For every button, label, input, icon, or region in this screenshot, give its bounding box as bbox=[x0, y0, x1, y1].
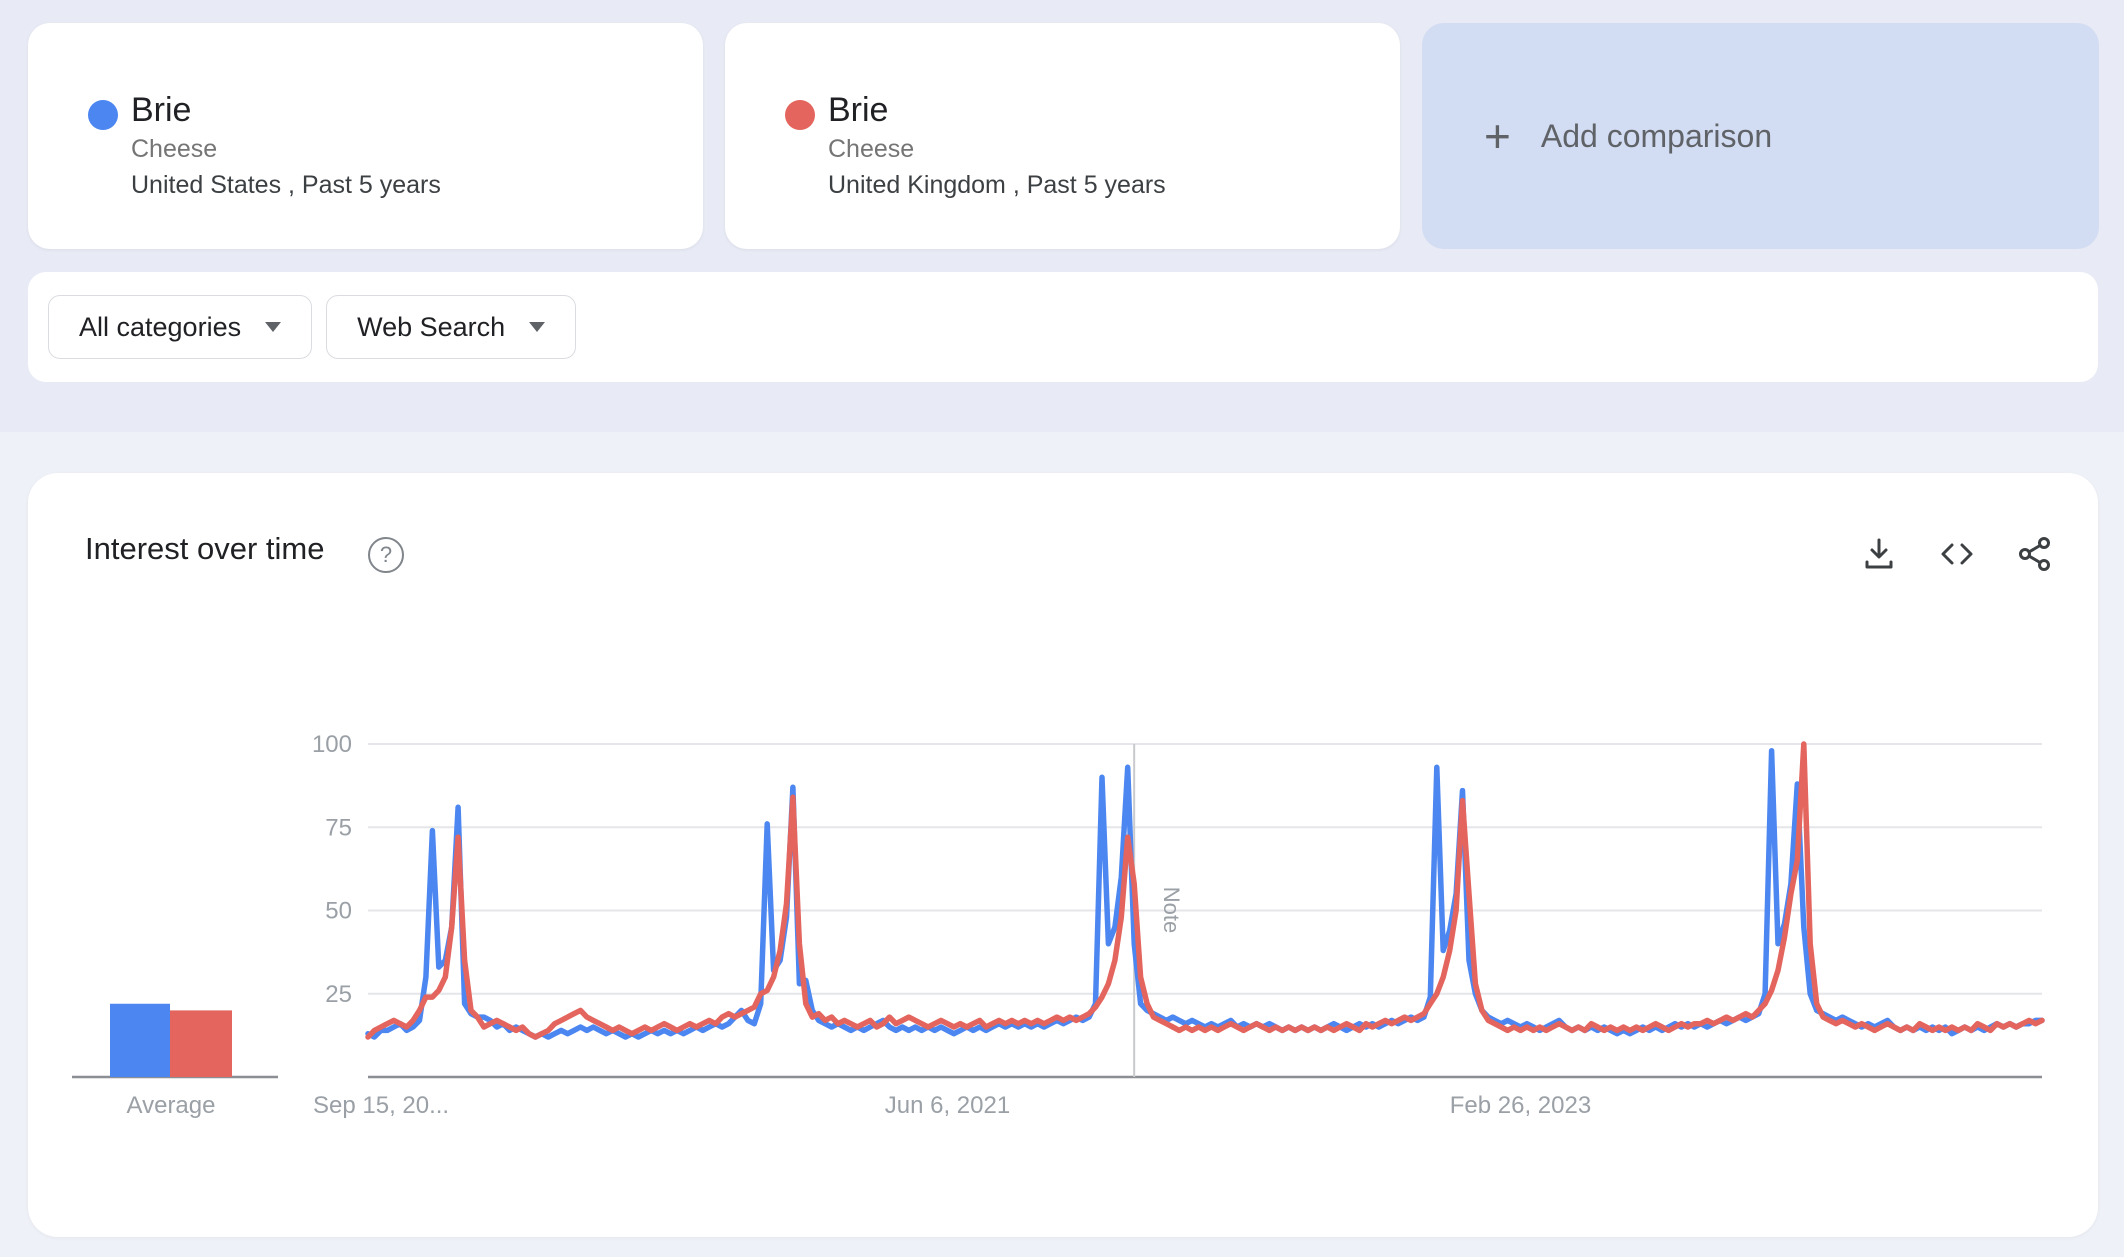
y-axis-label: 25 bbox=[325, 981, 352, 1008]
filter-bar: All categories Web Search bbox=[28, 272, 2098, 382]
download-icon[interactable] bbox=[1860, 535, 1898, 573]
caret-down-icon bbox=[265, 322, 282, 332]
x-axis-label: Sep 15, 20... bbox=[313, 1092, 449, 1119]
search-term: Brie bbox=[131, 91, 192, 129]
category-filter-dropdown[interactable]: All categories bbox=[48, 295, 313, 359]
add-comparison-button[interactable]: + Add comparison bbox=[1422, 23, 2099, 249]
y-axis-label: 50 bbox=[325, 898, 352, 925]
add-comparison-label: Add comparison bbox=[1540, 117, 1773, 154]
comparison-card-uk[interactable]: Brie Cheese United Kingdom , Past 5 year… bbox=[725, 23, 1400, 249]
term-scope: United States , Past 5 years bbox=[131, 171, 441, 199]
average-label: Average bbox=[127, 1092, 216, 1119]
interest-over-time-panel: Interest over time ? 25 50 75 100 Note Sep 15… bbox=[28, 473, 2098, 1237]
x-axis-label: Jun 6, 2021 bbox=[885, 1092, 1010, 1119]
panel-actions bbox=[1860, 535, 2054, 573]
interest-over-time-chart: 25 50 75 100 Note Sep 15, 20... Jun 6, 2021 Feb… bbox=[72, 731, 2045, 1119]
card-texts: Brie Cheese United Kingdom , Past 5 year… bbox=[828, 23, 1166, 204]
search-type-dropdown[interactable]: Web Search bbox=[326, 295, 577, 359]
y-axis-label: 75 bbox=[325, 814, 352, 841]
note-label[interactable]: Note bbox=[1159, 887, 1184, 933]
comparison-cards-row: Brie Cheese United States , Past 5 years… bbox=[28, 23, 2099, 249]
circle-marker bbox=[88, 100, 118, 130]
x-axis-label: Feb 26, 2023 bbox=[1450, 1092, 1591, 1119]
y-axis-label: 100 bbox=[312, 731, 352, 758]
search-type-label: Web Search bbox=[357, 311, 506, 342]
plus-icon: + bbox=[1484, 110, 1511, 162]
average-bar-uk bbox=[170, 1010, 232, 1077]
panel-title: Interest over time bbox=[85, 531, 325, 566]
term-category: Cheese bbox=[828, 135, 915, 163]
card-texts: Brie Cheese United States , Past 5 years bbox=[131, 23, 441, 204]
term-scope: United Kingdom , Past 5 years bbox=[828, 171, 1166, 199]
embed-icon[interactable] bbox=[1938, 535, 1976, 573]
caret-down-icon bbox=[529, 322, 546, 332]
circle-marker bbox=[785, 100, 815, 130]
help-icon[interactable]: ? bbox=[368, 537, 404, 573]
comparison-card-us[interactable]: Brie Cheese United States , Past 5 years bbox=[28, 23, 703, 249]
share-icon[interactable] bbox=[2016, 535, 2054, 573]
search-term: Brie bbox=[828, 91, 889, 129]
average-bar-us bbox=[110, 1003, 170, 1077]
category-filter-label: All categories bbox=[79, 311, 242, 342]
series-line-uk bbox=[365, 741, 2045, 1040]
term-category: Cheese bbox=[131, 135, 218, 163]
series-line-us bbox=[365, 747, 2045, 1040]
